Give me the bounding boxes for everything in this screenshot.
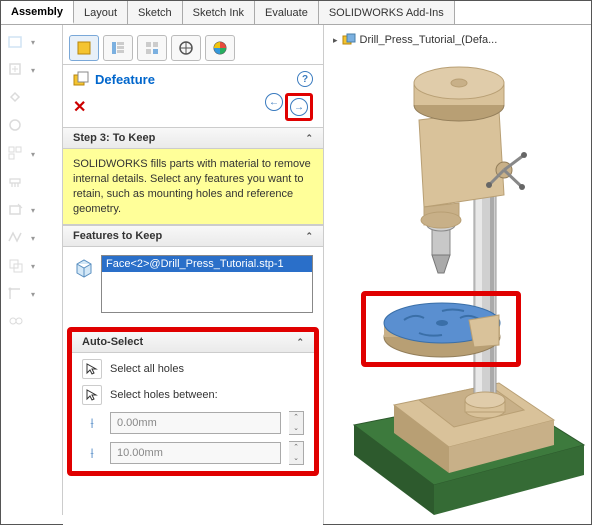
help-icon[interactable]: ? (297, 71, 313, 87)
panel-title: Defeature (95, 72, 155, 87)
select-all-holes-label: Select all holes (110, 363, 184, 375)
min-diameter-input[interactable]: 0.00mm (110, 412, 281, 434)
selected-face-item[interactable]: Face<2>@Drill_Press_Tutorial.stp-1 (102, 256, 312, 272)
property-manager-tab-icon[interactable] (103, 35, 133, 61)
tab-layout[interactable]: Layout (74, 1, 128, 24)
tab-sketch-ink[interactable]: Sketch Ink (183, 1, 255, 24)
panel-actions: ✕ ← → (63, 93, 323, 127)
tool-move-icon[interactable] (3, 199, 29, 221)
auto-select-highlight: Auto-Select ⌃ Select all holes Select ho… (67, 327, 319, 476)
cancel-button[interactable]: ✕ (73, 97, 86, 117)
collapse-icon[interactable]: ⌃ (296, 337, 304, 348)
ribbon-tabs: Assembly Layout Sketch Sketch Ink Evalua… (1, 1, 591, 25)
max-diameter-input[interactable]: 10.00mm (110, 442, 281, 464)
tab-assembly[interactable]: Assembly (1, 1, 74, 24)
features-to-keep-body: Face<2>@Drill_Press_Tutorial.stp-1 (63, 247, 323, 321)
feature-tree-root[interactable]: ▸ Drill_Press_Tutorial_(Defa... (333, 33, 497, 47)
panel-header: Defeature ? (63, 65, 323, 93)
autoselect-section-header[interactable]: Auto-Select ⌃ (72, 332, 314, 353)
next-step-button[interactable]: → (290, 98, 308, 116)
panel-view-toolbar (63, 31, 323, 65)
max-diameter-spinner[interactable]: ⌃⌄ (289, 441, 304, 465)
min-diameter-icon: ⟊ (82, 415, 102, 432)
features-title: Features to Keep (73, 230, 162, 242)
tool-insert-component-icon[interactable] (3, 59, 29, 81)
features-selection-list[interactable]: Face<2>@Drill_Press_Tutorial.stp-1 (101, 255, 313, 313)
step-instructions: SOLIDWORKS fills parts with material to … (63, 149, 323, 225)
face-selection-icon (73, 257, 95, 279)
tool-reference-geometry-icon[interactable] (3, 283, 29, 305)
autoselect-title: Auto-Select (82, 336, 143, 348)
tab-evaluate[interactable]: Evaluate (255, 1, 319, 24)
tree-expand-icon[interactable]: ▸ (333, 35, 338, 46)
display-manager-tab-icon[interactable] (205, 35, 235, 61)
select-holes-between-label: Select holes between: (110, 389, 218, 401)
min-diameter-spinner[interactable]: ⌃⌄ (289, 411, 304, 435)
tool-assembly-features-icon[interactable] (3, 255, 29, 277)
assembly-icon (342, 33, 356, 47)
select-holes-between-button[interactable] (82, 385, 102, 405)
collapse-icon[interactable]: ⌃ (305, 133, 313, 144)
tool-edit-component-icon[interactable] (3, 31, 29, 53)
prev-step-button[interactable]: ← (265, 93, 283, 111)
step-title: Step 3: To Keep (73, 132, 155, 144)
feature-manager-tab-icon[interactable] (69, 35, 99, 61)
tool-smart-fasteners-icon[interactable] (3, 171, 29, 193)
tab-addins[interactable]: SOLIDWORKS Add-Ins (319, 1, 455, 24)
tree-item-label: Drill_Press_Tutorial_(Defa... (360, 34, 498, 46)
next-step-highlight: → (285, 93, 313, 121)
max-diameter-icon: ⟊ (82, 445, 102, 462)
tool-show-hidden-icon[interactable] (3, 227, 29, 249)
tab-sketch[interactable]: Sketch (128, 1, 183, 24)
property-manager-panel: Defeature ? ✕ ← → Step 3: To Keep ⌃ SOLI… (63, 25, 323, 525)
collapse-icon[interactable]: ⌃ (305, 231, 313, 242)
tool-pattern-icon[interactable] (3, 143, 29, 165)
left-toolbar: ▾ ▾ ▾ ▾ ▾ ▾ ▾ (1, 25, 63, 515)
tool-mate-icon[interactable] (3, 87, 29, 109)
step-section-header[interactable]: Step 3: To Keep ⌃ (63, 127, 323, 149)
drill-press-model[interactable] (324, 25, 592, 525)
work-table-highlight (361, 291, 521, 367)
features-section-header[interactable]: Features to Keep ⌃ (63, 225, 323, 247)
dimxpert-manager-tab-icon[interactable] (171, 35, 201, 61)
configuration-manager-tab-icon[interactable] (137, 35, 167, 61)
select-all-holes-button[interactable] (82, 359, 102, 379)
defeature-icon (73, 71, 89, 87)
tool-new-motion-study-icon[interactable] (3, 311, 29, 333)
tool-component-preview-icon[interactable] (3, 115, 29, 137)
graphics-viewport[interactable] (323, 25, 591, 524)
